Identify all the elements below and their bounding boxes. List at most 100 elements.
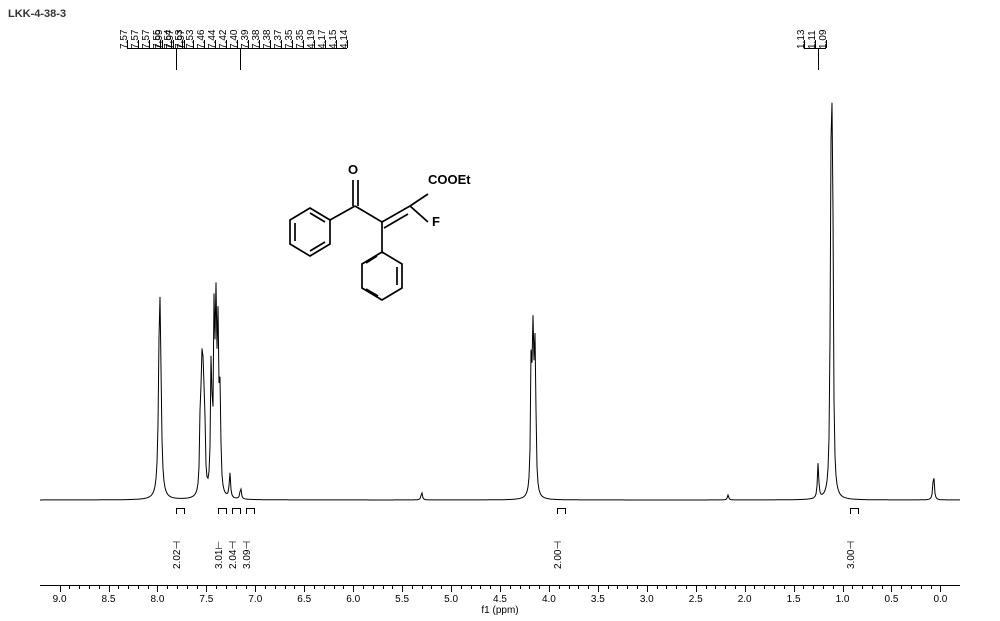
axis-minor-tick (294, 585, 295, 589)
axis-minor-tick (872, 585, 873, 589)
axis-minor-tick (813, 585, 814, 589)
axis-minor-tick (862, 585, 863, 589)
axis-minor-tick (510, 585, 511, 589)
integral-value-label: 2.02⊣ (172, 541, 183, 569)
axis-minor-tick (911, 585, 912, 589)
integral-bracket (254, 508, 255, 514)
axis-minor-tick (99, 585, 100, 589)
axis-tick-label: 0.5 (885, 594, 899, 605)
axis-major-tick (794, 585, 795, 592)
axis-tick-label: 4.0 (542, 594, 556, 605)
axis-tick-label: 6.5 (297, 594, 311, 605)
axis-minor-tick (852, 585, 853, 589)
axis-minor-tick (725, 585, 726, 589)
axis-minor-tick (422, 585, 423, 589)
axis-minor-tick (343, 585, 344, 589)
axis-title: f1 (ppm) (481, 605, 518, 616)
axis-minor-tick (931, 585, 932, 589)
axis-minor-tick (197, 585, 198, 589)
axis-major-tick (891, 585, 892, 592)
axis-tick-label: 5.0 (444, 594, 458, 605)
axis-major-tick (255, 585, 256, 592)
axis-minor-tick (226, 585, 227, 589)
axis-minor-tick (285, 585, 286, 589)
integral-value-label: 2.00⊣ (553, 541, 564, 569)
axis-minor-tick (480, 585, 481, 589)
axis-tick-label: 5.5 (395, 594, 409, 605)
axis-minor-tick (431, 585, 432, 589)
integral-bracket-h (246, 508, 254, 509)
axis-minor-tick (177, 585, 178, 589)
axis-major-tick (109, 585, 110, 592)
axis-tick-label: 2.5 (689, 594, 703, 605)
axis-minor-tick (706, 585, 707, 589)
axis-minor-tick (569, 585, 570, 589)
axis-minor-tick (520, 585, 521, 589)
integral-bracket (240, 508, 241, 514)
axis-minor-tick (784, 585, 785, 589)
axis-minor-tick (363, 585, 364, 589)
integral-value-label: 3.09⊣ (242, 541, 253, 569)
integral-bracket (565, 508, 566, 514)
axis-minor-tick (118, 585, 119, 589)
axis-minor-tick (265, 585, 266, 589)
axis-major-tick (206, 585, 207, 592)
axis-tick-label: 0.0 (933, 594, 947, 605)
axis-minor-tick (608, 585, 609, 589)
axis-minor-tick (901, 585, 902, 589)
axis-minor-tick (89, 585, 90, 589)
axis-tick-label: 2.0 (738, 594, 752, 605)
integral-value-label: 3.01⊢ (214, 541, 225, 569)
axis-major-tick (500, 585, 501, 592)
integral-bracket (226, 508, 227, 514)
integral-bracket-h (176, 508, 184, 509)
axis-minor-tick (676, 585, 677, 589)
integral-value-label: 2.04⊣ (228, 541, 239, 569)
axis-major-tick (647, 585, 648, 592)
axis-minor-tick (334, 585, 335, 589)
axis-minor-tick (383, 585, 384, 589)
axis-minor-tick (735, 585, 736, 589)
axis-minor-tick (833, 585, 834, 589)
integral-bracket-h (557, 508, 565, 509)
axis-major-tick (696, 585, 697, 592)
axis-major-tick (402, 585, 403, 592)
axis-minor-tick (559, 585, 560, 589)
axis-major-tick (549, 585, 550, 592)
axis-minor-tick (578, 585, 579, 589)
axis-tick-label: 1.5 (787, 594, 801, 605)
axis-tick-label: 7.0 (248, 594, 262, 605)
axis-tick-label: 7.5 (199, 594, 213, 605)
integral-bracket-h (218, 508, 226, 509)
axis-tick-label: 3.5 (591, 594, 605, 605)
axis-major-tick (843, 585, 844, 592)
integral-value-label: 3.00⊣ (846, 541, 857, 569)
axis-major-tick (157, 585, 158, 592)
axis-major-tick (598, 585, 599, 592)
axis-minor-tick (921, 585, 922, 589)
axis-minor-tick (412, 585, 413, 589)
axis-minor-tick (823, 585, 824, 589)
axis-minor-tick (539, 585, 540, 589)
axis-tick-label: 9.0 (53, 594, 67, 605)
axis-minor-tick (764, 585, 765, 589)
axis-minor-tick (187, 585, 188, 589)
axis-tick-label: 6.0 (346, 594, 360, 605)
axis-minor-tick (148, 585, 149, 589)
axis-minor-tick (275, 585, 276, 589)
integral-bracket-h (850, 508, 858, 509)
axis-minor-tick (461, 585, 462, 589)
axis-minor-tick (79, 585, 80, 589)
axis-minor-tick (754, 585, 755, 589)
axis-major-tick (940, 585, 941, 592)
axis-minor-tick (471, 585, 472, 589)
axis-minor-tick (774, 585, 775, 589)
integral-bracket (184, 508, 185, 514)
axis-minor-tick (529, 585, 530, 589)
axis-tick-label: 8.5 (102, 594, 116, 605)
axis-tick-label: 4.5 (493, 594, 507, 605)
axis-minor-tick (588, 585, 589, 589)
axis-minor-tick (441, 585, 442, 589)
axis-major-tick (60, 585, 61, 592)
axis-minor-tick (657, 585, 658, 589)
